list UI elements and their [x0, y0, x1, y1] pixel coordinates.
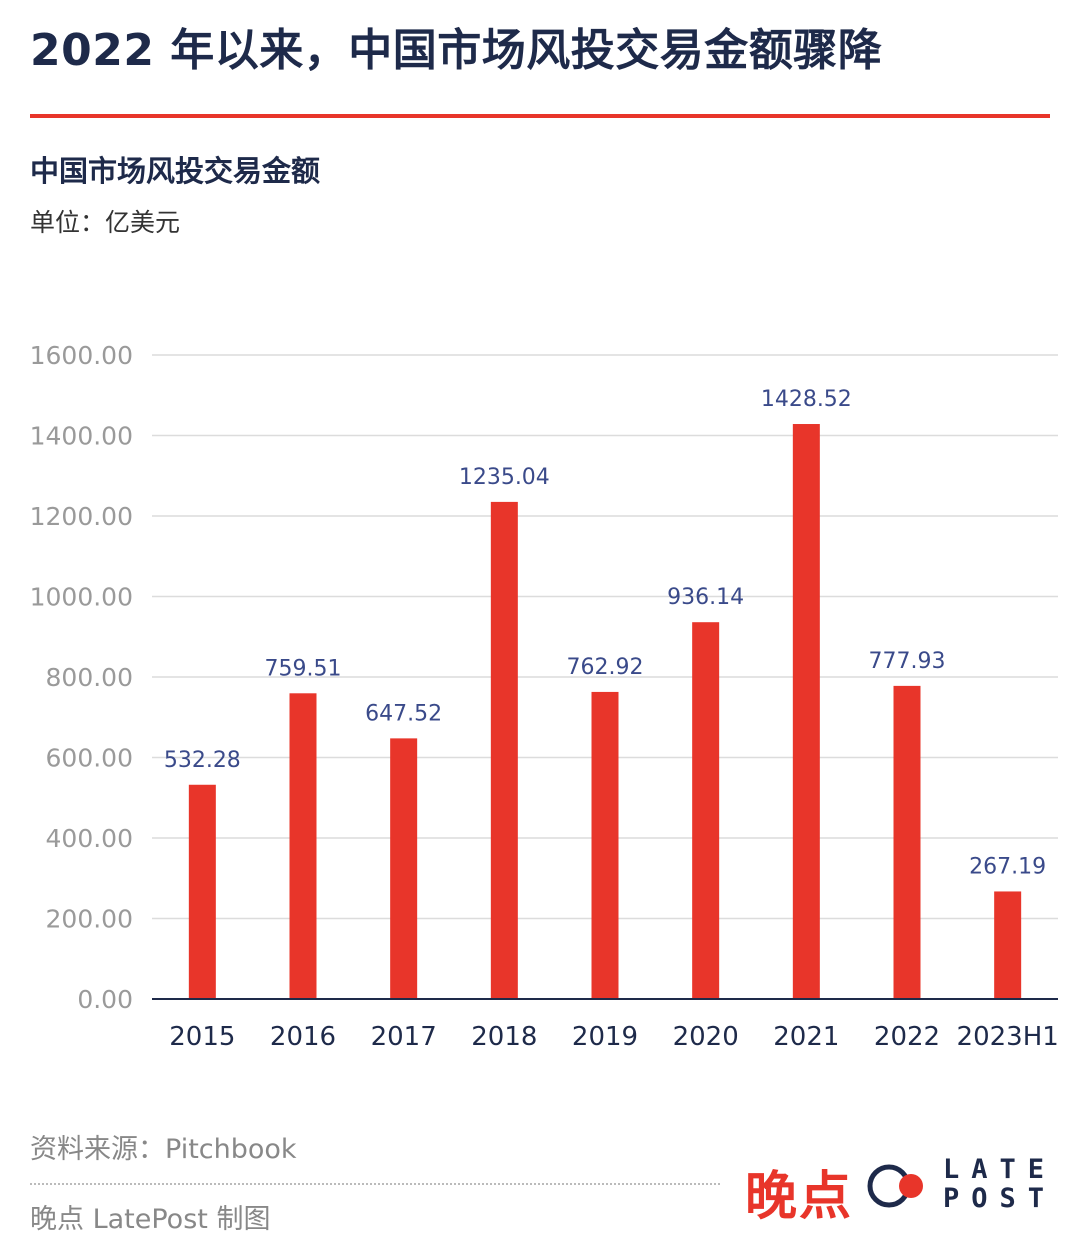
- bar-2015: [188, 784, 216, 999]
- logo-cn-text: 晚点: [745, 1167, 854, 1227]
- source-note: 资料来源：Pitchbook: [30, 1134, 297, 1165]
- bar-2023H1: [994, 891, 1022, 999]
- bar-2017: [390, 738, 418, 999]
- x-tick-label-2022: 2022: [874, 1022, 940, 1052]
- x-tick-label-2023H1: 2023H1: [957, 1022, 1059, 1052]
- bars: [188, 424, 1022, 999]
- unit-label: 单位：亿美元: [30, 208, 181, 237]
- latepost-logo: 晚点 LATE POST: [745, 1150, 1057, 1227]
- bar-2022: [893, 685, 921, 999]
- value-label-2023H1: 267.19: [969, 854, 1046, 879]
- x-tick-label-2017: 2017: [371, 1022, 437, 1052]
- x-tick-label-2020: 2020: [673, 1022, 739, 1052]
- y-tick-label: 1000.00: [30, 583, 133, 612]
- y-tick-label: 200.00: [46, 905, 133, 934]
- logo-late-text: LATE: [943, 1154, 1057, 1185]
- value-labels: 532.28 759.51 647.52 1235.04 762.92 936.14 142…: [164, 387, 1046, 879]
- bar-2018: [490, 501, 518, 999]
- value-label-2018: 1235.04: [459, 465, 550, 490]
- bar-2016: [289, 693, 317, 999]
- value-label-2022: 777.93: [869, 649, 946, 674]
- value-label-2019: 762.92: [567, 655, 644, 680]
- y-tick-label: 1200.00: [30, 502, 133, 531]
- logo-circle-icon: [867, 1164, 923, 1208]
- y-tick-label: 600.00: [46, 744, 133, 773]
- y-tick-label: 1600.00: [30, 341, 133, 370]
- logo-post-text: POST: [943, 1183, 1057, 1214]
- x-tick-label-2016: 2016: [270, 1022, 336, 1052]
- credit-note: 晚点 LatePost 制图: [30, 1204, 271, 1235]
- bar-chart: 0.00 200.00 400.00 600.00 800.00 1000.00 1200.…: [30, 341, 1059, 1052]
- x-tick-label-2015: 2015: [169, 1022, 235, 1052]
- value-label-2020: 936.14: [667, 585, 744, 610]
- y-tick-label: 400.00: [46, 824, 133, 853]
- x-tick-label-2018: 2018: [471, 1022, 537, 1052]
- y-tick-label: 800.00: [46, 663, 133, 692]
- value-label-2021: 1428.52: [761, 387, 852, 412]
- y-tick-label: 0.00: [77, 985, 133, 1014]
- title-divider: [30, 114, 1050, 118]
- page-title: 2022 年以来，中国市场风投交易金额骤降: [30, 25, 883, 76]
- chart-subtitle: 中国市场风投交易金额: [30, 154, 321, 188]
- value-label-2016: 759.51: [265, 656, 342, 681]
- y-axis-ticks: 0.00 200.00 400.00 600.00 800.00 1000.00 1200.…: [30, 341, 133, 1014]
- value-label-2015: 532.28: [164, 748, 241, 773]
- bar-2019: [591, 691, 619, 999]
- bar-2021: [792, 424, 820, 999]
- footer-divider: [30, 1183, 720, 1185]
- x-axis-ticks: 2015 2016 2017 2018 2019 2020 2021 2022 2023H1: [169, 1022, 1059, 1052]
- y-tick-label: 1400.00: [30, 422, 133, 451]
- x-tick-label-2021: 2021: [773, 1022, 839, 1052]
- value-label-2017: 647.52: [365, 701, 442, 726]
- bar-2020: [692, 622, 720, 999]
- x-tick-label-2019: 2019: [572, 1022, 638, 1052]
